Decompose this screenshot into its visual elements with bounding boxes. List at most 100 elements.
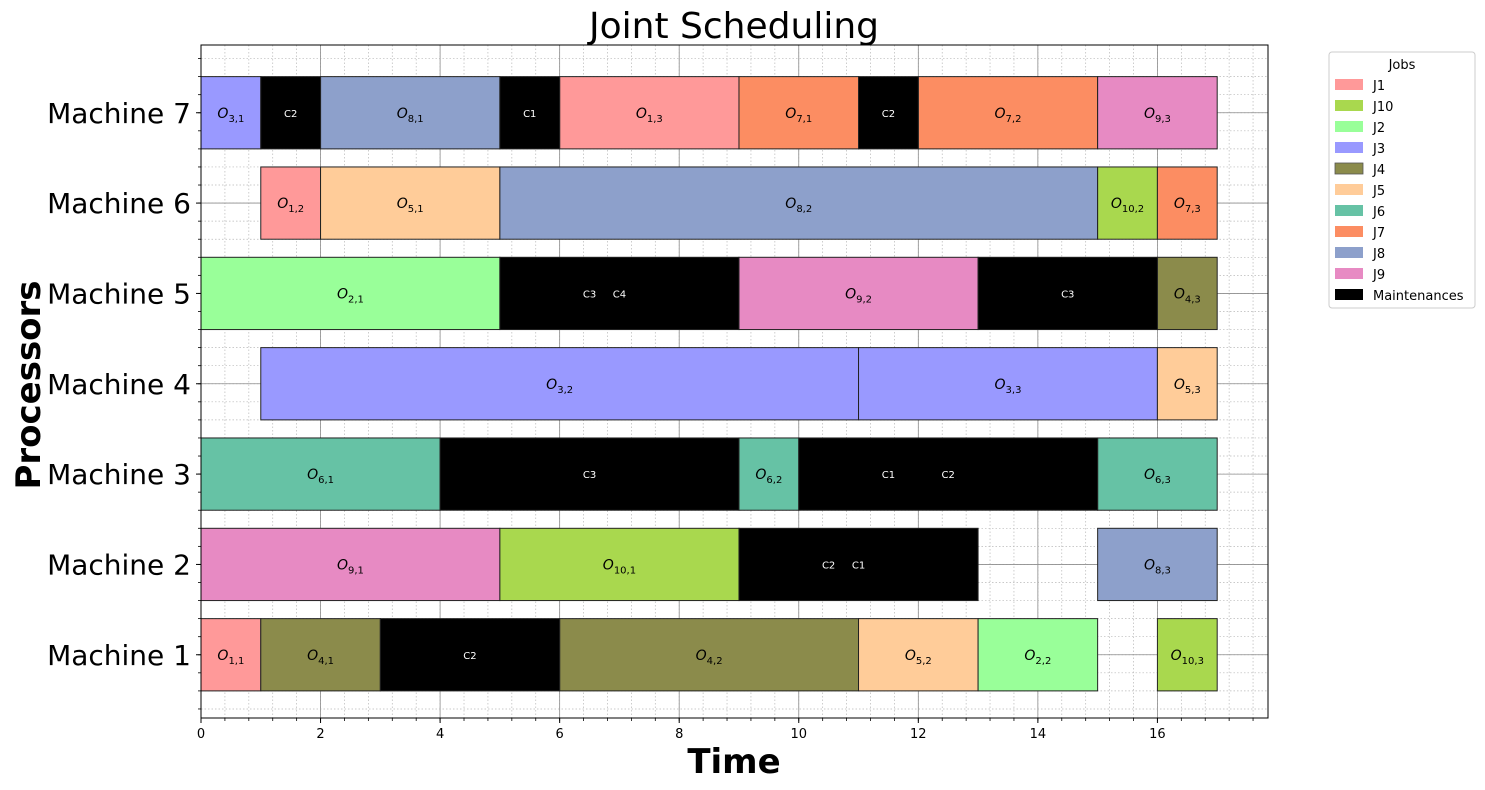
maintenance-label: C1 <box>852 560 865 571</box>
legend-swatch <box>1335 226 1363 237</box>
bars: O1,1 O4,1 O4,2 O5,2 O2,2 O10,3 O9,1 O10,1 O8,3 O6… <box>200 76 1218 692</box>
plot-frame <box>200 44 1269 719</box>
operation-bar <box>858 347 1158 421</box>
legend-swatch <box>1335 121 1363 132</box>
maintenance-bar <box>858 76 919 150</box>
legend-label: J1 <box>1372 79 1385 94</box>
y-tick-label: Machine 5 <box>47 277 191 310</box>
legend-label: J10 <box>1372 100 1393 115</box>
operation-label: O10,3 <box>1171 648 1204 667</box>
y-tick-label: Machine 6 <box>47 187 191 220</box>
operation-bar <box>738 76 860 150</box>
operation-label: O9,2 <box>845 286 872 305</box>
operation-label: O7,3 <box>1174 196 1201 215</box>
x-axis: 0 2 4 6 8 10 12 14 16 <box>197 718 1254 742</box>
operation-bar <box>977 618 1099 692</box>
maintenance-bar <box>260 76 322 150</box>
operation-bar <box>320 76 501 150</box>
operation-bar <box>1097 527 1218 602</box>
legend-swatch <box>1335 184 1363 195</box>
operation-label: O8,3 <box>1144 557 1171 576</box>
legend-label: J8 <box>1372 247 1385 262</box>
legend-frame <box>1328 51 1476 309</box>
x-tick-label: 16 <box>1149 727 1166 742</box>
legend-label: J2 <box>1372 121 1385 136</box>
operation-label: O10,2 <box>1111 196 1144 215</box>
operation-bar <box>320 166 501 240</box>
x-tick-label: 10 <box>790 727 807 742</box>
operation-bar <box>738 437 800 511</box>
operation-bar <box>1097 76 1218 150</box>
chart-title: Joint Scheduling <box>587 6 879 47</box>
operation-bar <box>200 527 501 602</box>
legend-swatch <box>1335 247 1363 258</box>
operation-label: O4,1 <box>307 648 334 667</box>
legend-label: J6 <box>1372 205 1385 220</box>
operation-label: O1,3 <box>636 106 663 125</box>
operation-bar <box>200 256 501 331</box>
legend-label: J7 <box>1372 226 1385 241</box>
operation-label: O3,3 <box>995 377 1022 396</box>
maintenance-bar <box>977 256 1158 331</box>
legend-swatch <box>1335 142 1363 153</box>
operation-label: O4,2 <box>696 648 723 667</box>
x-axis-label: Time <box>687 742 780 782</box>
operation-label: O1,1 <box>217 648 244 667</box>
operation-label: O9,3 <box>1144 106 1171 125</box>
maintenance-label: C2 <box>942 470 955 481</box>
x-tick-label: 2 <box>316 727 324 742</box>
legend-label: J3 <box>1372 142 1385 157</box>
operation-label: O5,1 <box>397 196 424 215</box>
maintenance-bar <box>379 618 561 692</box>
x-tick-label: 4 <box>436 727 444 742</box>
operation-label: O6,2 <box>755 467 782 486</box>
operation-label: O3,2 <box>546 377 573 396</box>
maintenance-bar <box>499 256 740 331</box>
legend-label: J9 <box>1372 268 1385 283</box>
operation-bar <box>1156 347 1218 421</box>
legend-label: J4 <box>1372 163 1385 178</box>
y-axis-label: Processors <box>9 280 49 489</box>
maintenance-bar <box>499 76 561 150</box>
legend-label: J5 <box>1372 184 1385 199</box>
operation-bar <box>260 166 322 240</box>
y-tick-label: Machine 3 <box>47 458 191 491</box>
operation-bar <box>200 76 262 150</box>
x-tick-label: 8 <box>675 727 683 742</box>
legend-swatch <box>1335 100 1363 111</box>
operation-bar <box>1156 618 1218 692</box>
x-tick-label: 14 <box>1030 727 1047 742</box>
operation-label: O9,1 <box>337 557 364 576</box>
legend-swatch <box>1334 162 1364 175</box>
operation-bar <box>260 618 381 692</box>
maintenance-label: C2 <box>463 651 476 662</box>
operation-bar <box>499 527 740 602</box>
maintenance-label: C1 <box>523 109 536 120</box>
operation-label: O2,1 <box>337 286 364 305</box>
legend-swatch <box>1335 289 1363 300</box>
operation-bar <box>917 76 1099 150</box>
legend-title: Jobs <box>1388 58 1416 73</box>
operation-label: O6,3 <box>1144 467 1171 486</box>
operation-label: O7,1 <box>785 106 812 125</box>
operation-label: O8,1 <box>397 106 424 125</box>
operation-label: O6,1 <box>307 467 334 486</box>
y-tick-label: Machine 4 <box>47 368 191 401</box>
y-tick-label: Machine 1 <box>47 639 191 672</box>
operation-label: O5,3 <box>1174 377 1201 396</box>
maintenance-bar <box>798 437 1099 511</box>
operation-label: O4,3 <box>1174 286 1201 305</box>
operation-bar <box>1097 437 1218 511</box>
maintenance-label: C3 <box>1061 289 1074 300</box>
operation-label: O5,2 <box>905 648 932 667</box>
operation-label: O8,2 <box>785 196 812 215</box>
operation-bar <box>200 618 262 692</box>
plot-area: O1,1 O4,1 O4,2 O5,2 O2,2 O10,3 O9,1 O10,1 O8,3 O6… <box>200 44 1269 719</box>
maintenance-label: C2 <box>284 109 297 120</box>
operation-bar <box>738 256 979 331</box>
operation-label: O10,1 <box>603 557 636 576</box>
maintenance-bar <box>738 527 979 602</box>
operation-bar <box>559 76 740 150</box>
maintenance-label: C2 <box>822 560 835 571</box>
